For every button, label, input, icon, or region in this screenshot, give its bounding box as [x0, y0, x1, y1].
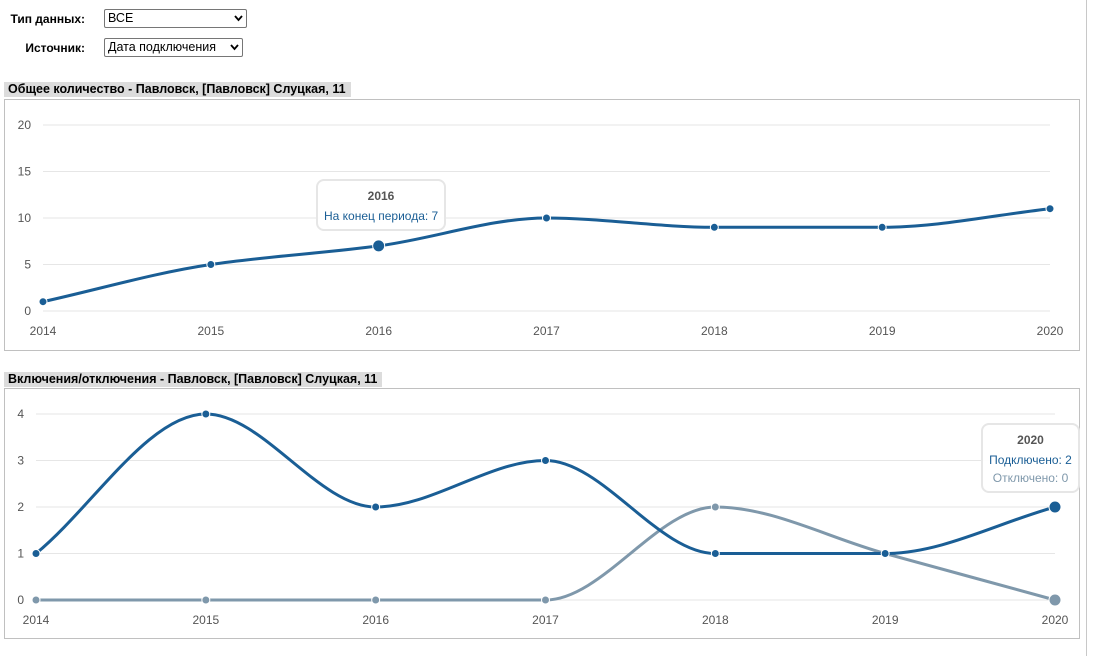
y-tick-label: 20 — [18, 118, 32, 132]
data-point — [206, 260, 216, 269]
data-type-value: ВСЕ — [108, 11, 134, 25]
x-tick-label: 2019 — [869, 324, 896, 338]
tooltip-line-disconnected: Отключено: 0 — [992, 471, 1069, 485]
series-line — [35, 412, 1056, 555]
x-tick-label: 2018 — [701, 324, 728, 338]
y-tick-label: 0 — [24, 304, 31, 318]
data-point — [542, 213, 551, 223]
y-tick-label: 1 — [17, 547, 24, 561]
data-point — [371, 595, 381, 605]
page-right-border — [1086, 0, 1087, 656]
data-point — [371, 502, 381, 512]
data-point — [880, 549, 890, 558]
chevron-down-icon — [234, 15, 243, 22]
x-tick-label: 2017 — [532, 613, 559, 627]
data-point — [201, 595, 211, 605]
x-tick-label: 2020 — [1037, 324, 1064, 338]
data-point — [1048, 593, 1062, 607]
x-tick-label: 2014 — [30, 324, 57, 338]
chart-onoff-title: Включения/отключения - Павловск, [Павлов… — [4, 372, 383, 387]
source-value: Дата подключения — [108, 40, 217, 54]
chart-onoff-panel: 0 1 2 3 4 2014 2015 2016 2017 2018 2019 2020 2020 П… — [4, 388, 1080, 639]
tooltip-line-connected: Подключено: 2 — [989, 453, 1072, 467]
x-tick-label: 2015 — [192, 613, 219, 627]
data-point — [38, 297, 48, 307]
source-label: Источник: — [25, 41, 85, 55]
data-type-label: Тип данных: — [10, 12, 85, 26]
chart-onoff-svg: 0 1 2 3 4 2014 2015 2016 2017 2018 2019 2020 — [17, 407, 1069, 627]
x-tick-label: 2014 — [23, 613, 50, 627]
tooltip-title: 2016 — [367, 189, 395, 203]
x-tick-label: 2017 — [533, 324, 560, 338]
data-point — [541, 595, 550, 605]
data-point — [372, 239, 386, 253]
y-tick-label: 5 — [24, 258, 31, 272]
chart-total-tooltip: 2016 На конец периода: 7 — [316, 179, 446, 231]
y-tick-label: 10 — [18, 211, 32, 225]
data-point — [877, 222, 887, 232]
chart-total-panel: 0 5 10 15 20 2014 2015 2016 2017 2018 2019 2020 201… — [4, 99, 1080, 351]
filter-row-data-type: Тип данных: ВСЕ — [0, 9, 260, 31]
data-point — [710, 502, 720, 512]
data-point — [31, 595, 41, 605]
y-tick-label: 2 — [17, 500, 24, 514]
tooltip-line-total: На конец периода: 7 — [324, 209, 439, 223]
y-tick-label: 0 — [17, 593, 24, 607]
data-point — [31, 549, 41, 558]
data-point — [201, 409, 211, 419]
data-point — [710, 549, 720, 558]
y-tick-label: 15 — [18, 165, 32, 179]
filter-row-source: Источник: Дата подключения — [0, 38, 260, 60]
tooltip-title: 2020 — [1017, 433, 1044, 447]
x-tick-label: 2016 — [362, 613, 389, 627]
x-tick-label: 2016 — [365, 324, 392, 338]
y-tick-label: 4 — [17, 407, 24, 421]
chart-total-title: Общее количество - Павловск, [Павловск] … — [4, 82, 351, 97]
data-point — [709, 222, 719, 232]
data-point — [1048, 500, 1062, 514]
series-line — [42, 207, 1051, 304]
chevron-down-icon — [230, 44, 239, 51]
data-point — [1045, 204, 1055, 214]
x-tick-label: 2018 — [702, 613, 729, 627]
x-tick-label: 2015 — [197, 324, 224, 338]
data-point — [541, 456, 550, 465]
source-select[interactable]: Дата подключения — [104, 38, 243, 57]
y-tick-label: 3 — [17, 454, 24, 468]
chart-onoff-tooltip: 2020 Подключено: 2 Отключено: 0 — [981, 423, 1080, 493]
x-tick-label: 2019 — [872, 613, 899, 627]
chart-total-svg: 0 5 10 15 20 2014 2015 2016 2017 2018 2019 2020 — [18, 118, 1064, 338]
x-tick-label: 2020 — [1042, 613, 1069, 627]
data-type-select[interactable]: ВСЕ — [104, 9, 247, 28]
